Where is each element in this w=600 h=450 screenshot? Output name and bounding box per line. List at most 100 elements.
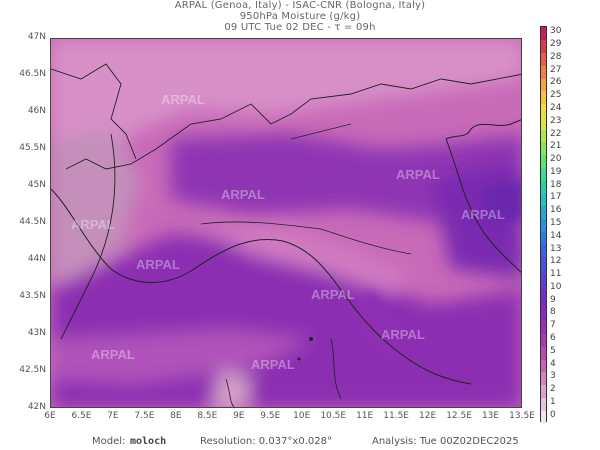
colorbar-tick-label: 3 (550, 371, 556, 382)
corsica-coastline (330, 338, 342, 400)
colorbar-segment (541, 269, 546, 283)
colorbar-tick-label: 13 (550, 243, 562, 254)
colorbar-segment (541, 218, 546, 232)
lat-tick-label: 42N (27, 402, 46, 412)
colorbar-segment (541, 129, 546, 143)
colorbar-tick-label: 27 (550, 64, 562, 75)
colorbar-tick-label: 4 (550, 358, 556, 369)
colorbar-tick-label: 0 (550, 409, 556, 420)
colorbar-segment (541, 231, 546, 245)
colorbar-segment (541, 65, 546, 79)
header-field-title: 950hPa Moisture (g/kg) (239, 11, 361, 22)
colorbar-segment (541, 103, 546, 117)
lat-tick-label: 45.5N (19, 143, 46, 153)
corsica-cape-coastline (225, 378, 235, 407)
colorbar-segment (541, 180, 546, 194)
watermark-text: ARPAL (221, 187, 265, 202)
colorbar-segment (541, 154, 546, 168)
colorbar-segment (541, 27, 546, 41)
lat-tick-label: 47N (27, 32, 46, 42)
watermark-text: ARPAL (91, 347, 135, 362)
emilia-romagna-border (200, 221, 412, 255)
lon-tick-label: 10E (293, 411, 311, 421)
island-elba (309, 337, 313, 341)
colorbar-segment (541, 295, 546, 309)
colorbar-tick-label: 8 (550, 307, 556, 318)
colorbar-segment (541, 39, 546, 54)
map-header: ARPAL (Genoa, Italy) - ISAC-CNR (Bologna… (0, 0, 600, 33)
alps-dry-zone (51, 39, 521, 209)
colorbar-segment (541, 346, 546, 360)
colorbar-segment (541, 282, 546, 296)
central-italy-moist (351, 289, 411, 369)
lon-tick-label: 10.5E (320, 411, 347, 421)
colorbar-tick-label: 26 (550, 77, 562, 88)
watermark-text: ARPAL (311, 287, 355, 302)
tyrrhenian-coastline (51, 188, 472, 385)
colorbar-tick-label: 29 (550, 39, 562, 50)
watermark-text: ARPAL (251, 357, 295, 372)
header-valid-time: 09 UTC Tue 02 DEC - τ = 09h (224, 22, 376, 33)
lat-tick-label: 44.5N (19, 217, 46, 227)
colorbar-tick-label: 9 (550, 294, 556, 305)
colorbar-segment (541, 193, 546, 207)
apennine-dry-zone (201, 229, 411, 294)
colorbar-segment (541, 90, 546, 105)
lat-tick-label: 43N (27, 328, 46, 338)
colorbar-tick-label: 12 (550, 256, 562, 267)
lon-tick-label: 13.5E (509, 411, 535, 421)
colorbar-tick-label: 1 (550, 396, 556, 407)
corsica-dry-spot (211, 369, 251, 407)
lat-tick-label: 43.5N (19, 291, 46, 301)
colorbar-segment (541, 397, 546, 411)
colorbar-segment (541, 52, 546, 66)
istrian-coastline (445, 119, 521, 140)
lon-tick-label: 11E (356, 411, 374, 421)
lon-tick-label: 9E (233, 411, 245, 421)
colorbar-segment (541, 384, 546, 398)
header-institutions: ARPAL (Genoa, Italy) - ISAC-CNR (Bologna… (174, 0, 426, 11)
colorbar-segment (541, 141, 546, 156)
colorbar-segment (541, 320, 546, 335)
french-italian-border (60, 133, 116, 340)
lat-tick-label: 45N (27, 180, 46, 190)
lon-tick-label: 12.5E (446, 411, 472, 421)
island-small (297, 357, 301, 361)
colorbar-segment (541, 256, 546, 271)
lat-tick-label: 46.5N (19, 69, 46, 79)
colorbar-tick-label: 10 (550, 281, 562, 292)
lon-tick-label: 6.5E (71, 411, 92, 421)
lon-tick-label: 7.5E (134, 411, 155, 421)
colorbar-tick-label: 16 (550, 205, 562, 216)
colorbar-tick-label: 23 (550, 115, 562, 126)
colorbar-tick-label: 22 (550, 128, 562, 139)
colorbar-tick-label: 24 (550, 103, 562, 114)
colorbar-segment (541, 308, 546, 322)
colorbar-tick-label: 21 (550, 141, 562, 152)
watermark-text: ARPAL (71, 217, 115, 232)
colorbar-segment (541, 116, 546, 130)
swiss-border (51, 63, 137, 160)
colorbar-tick-label: 15 (550, 218, 562, 228)
colorbar-tick-label: 25 (550, 90, 562, 101)
model-label: Model: (92, 436, 126, 447)
watermark-text: ARPAL (161, 92, 205, 107)
lon-tick-label: 9.5E (260, 411, 281, 421)
lat-tick-label: 44N (27, 254, 46, 264)
alpine-border (65, 73, 521, 170)
colorbar-tick-label: 7 (550, 320, 556, 331)
moisture-map: ARPAL ARPAL ARPAL ARPAL ARPAL ARPAL ARPAL ARPAL… (50, 38, 522, 408)
colorbar-tick-label: 19 (550, 166, 562, 177)
colorbar-segment (541, 244, 546, 258)
lat-tick-label: 46N (27, 106, 46, 116)
watermark-text: ARPAL (381, 327, 425, 342)
resolution-text: Resolution: 0.037°x0.028° (200, 436, 332, 447)
lon-tick-label: 12E (419, 411, 437, 421)
model-value: moloch (130, 436, 167, 447)
colorbar-tick-label: 17 (550, 192, 562, 203)
colorbar-segment (541, 410, 546, 424)
colorbar-segment (541, 205, 546, 220)
map-canvas: ARPAL ARPAL ARPAL ARPAL ARPAL ARPAL ARPAL ARPAL… (51, 39, 521, 407)
colorbar-tick-label: 2 (550, 384, 556, 395)
colorbar-tick-label: 11 (550, 269, 562, 280)
